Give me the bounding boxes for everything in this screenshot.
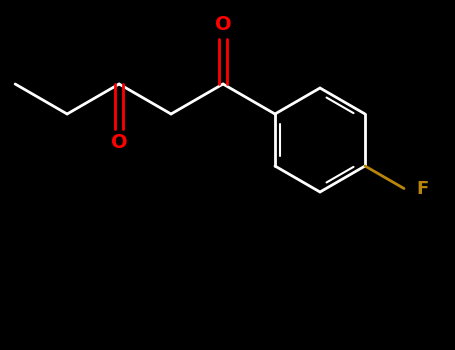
Text: O: O [111,133,127,153]
Text: O: O [215,15,231,35]
Text: F: F [416,180,428,197]
